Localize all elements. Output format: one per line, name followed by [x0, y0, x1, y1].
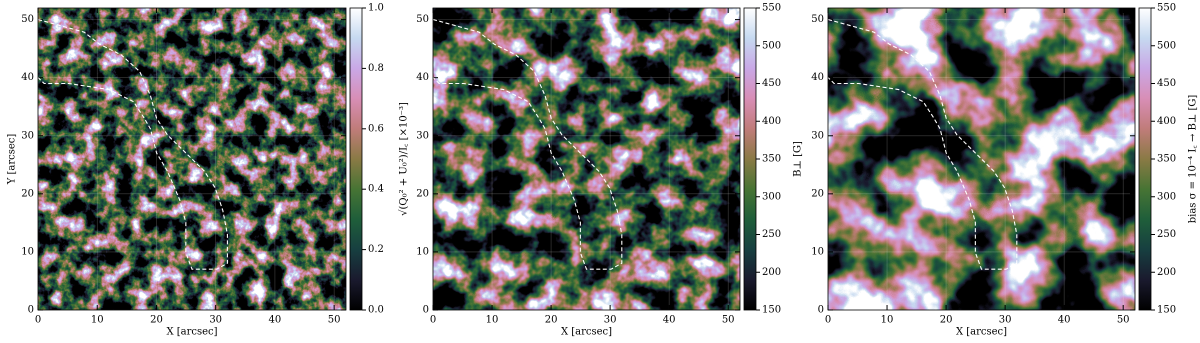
colorbar-tick-label: 200 — [762, 267, 781, 278]
colorbar-label: bias σ = 10⁻⁴ I꜀ → B⊥ [G] — [1188, 95, 1199, 224]
axes-frame — [37, 7, 347, 311]
y-tick-label: 0 — [28, 305, 34, 316]
y-tick-label: 20 — [21, 188, 34, 199]
colorbar-tick-label: 250 — [1157, 229, 1176, 240]
y-tick-label: 10 — [21, 246, 34, 257]
y-tick-label: 0 — [423, 305, 429, 316]
colorbar-tick-label: 0.6 — [368, 123, 384, 134]
y-tick-label: 10 — [416, 246, 429, 257]
x-tick-label: 30 — [209, 315, 222, 326]
colorbar-tick-label: 550 — [1157, 3, 1176, 14]
colorbar-tick-label: 1.0 — [368, 3, 384, 14]
x-tick-label: 50 — [1117, 315, 1130, 326]
x-axis-label: X [arcsec] — [956, 327, 1007, 338]
y-tick-label: 10 — [811, 246, 824, 257]
x-tick-label: 10 — [881, 315, 894, 326]
colorbar-label: B⊥ [G] — [793, 141, 804, 177]
x-tick-label: 20 — [150, 315, 163, 326]
x-tick-label: 50 — [328, 315, 341, 326]
colorbar-tick-label: 0.0 — [368, 305, 384, 316]
colorbar-tick-label: 550 — [762, 3, 781, 14]
region-contour — [432, 18, 623, 270]
x-tick-label: 0 — [825, 315, 831, 326]
x-tick-label: 0 — [430, 315, 436, 326]
colorbar — [1138, 7, 1152, 311]
x-tick-label: 40 — [663, 315, 676, 326]
colorbar-tick-label: 0.2 — [368, 244, 384, 255]
axes-frame — [432, 7, 741, 311]
x-axis-label: X [arcsec] — [561, 327, 612, 338]
colorbar-tick-label: 500 — [1157, 40, 1176, 51]
x-tick-label: 10 — [486, 315, 499, 326]
y-tick-label: 20 — [811, 188, 824, 199]
y-tick-label: 30 — [21, 130, 34, 141]
colorbar-tick-label: 500 — [762, 40, 781, 51]
image-field — [38, 8, 346, 310]
colorbar — [743, 7, 757, 311]
x-tick-label: 30 — [604, 315, 617, 326]
image-field — [433, 8, 740, 310]
axes-frame — [827, 7, 1136, 311]
colorbar-tick-label: 400 — [1157, 116, 1176, 127]
y-axis-label: Y [arcsec] — [7, 134, 18, 186]
colorbar-tick-label: 350 — [762, 154, 781, 165]
colorbar-tick-label: 250 — [762, 229, 781, 240]
y-tick-label: 40 — [416, 72, 429, 83]
y-tick-label: 50 — [21, 14, 34, 25]
colorbar-tick-label: 200 — [1157, 267, 1176, 278]
x-tick-label: 40 — [269, 315, 282, 326]
x-tick-label: 50 — [722, 315, 735, 326]
y-tick-label: 30 — [416, 130, 429, 141]
y-tick-label: 0 — [818, 305, 824, 316]
colorbar-tick-label: 150 — [1157, 305, 1176, 316]
x-tick-label: 30 — [999, 315, 1012, 326]
x-tick-label: 0 — [35, 315, 41, 326]
y-tick-label: 50 — [811, 14, 824, 25]
colorbar-label: √(Q₀² + U₀²)/I꜀ [×10⁻³] — [399, 102, 410, 216]
colorbar-tick-label: 350 — [1157, 154, 1176, 165]
y-tick-label: 40 — [21, 72, 34, 83]
image-field — [828, 8, 1135, 310]
x-tick-label: 20 — [940, 315, 953, 326]
x-tick-label: 10 — [91, 315, 104, 326]
x-tick-label: 20 — [545, 315, 558, 326]
y-tick-label: 30 — [811, 130, 824, 141]
x-tick-label: 40 — [1058, 315, 1071, 326]
y-tick-label: 50 — [416, 14, 429, 25]
colorbar-tick-label: 0.8 — [368, 63, 384, 74]
colorbar-tick-label: 450 — [762, 78, 781, 89]
colorbar-tick-label: 450 — [1157, 78, 1176, 89]
colorbar-tick-label: 400 — [762, 116, 781, 127]
colorbar-tick-label: 0.4 — [368, 184, 384, 195]
colorbar-tick-label: 300 — [762, 191, 781, 202]
colorbar-tick-label: 150 — [762, 305, 781, 316]
x-axis-label: X [arcsec] — [166, 327, 217, 338]
y-tick-label: 20 — [416, 188, 429, 199]
colorbar-tick-label: 300 — [1157, 191, 1176, 202]
region-contour — [37, 18, 228, 270]
y-tick-label: 40 — [811, 72, 824, 83]
colorbar — [349, 7, 363, 311]
region-contour — [827, 18, 1018, 270]
